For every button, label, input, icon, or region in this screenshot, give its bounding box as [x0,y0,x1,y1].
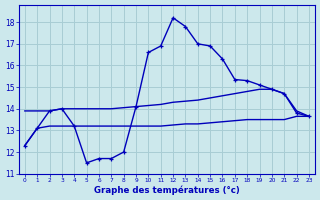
X-axis label: Graphe des températures (°c): Graphe des températures (°c) [94,186,240,195]
